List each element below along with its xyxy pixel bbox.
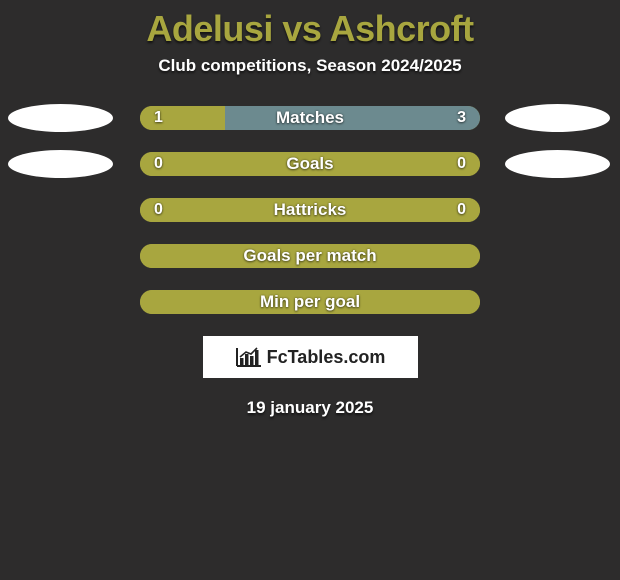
stat-value-right: 0 [457,198,466,222]
comparison-infographic: Adelusi vs Ashcroft Club competitions, S… [0,0,620,418]
stat-value-right: 0 [457,152,466,176]
page-title: Adelusi vs Ashcroft [0,8,620,50]
date-label: 19 january 2025 [0,398,620,418]
stat-value-left: 0 [154,152,163,176]
bar-chart-icon [235,346,263,368]
stat-value-left: 0 [154,198,163,222]
stat-bar: 0 Goals 0 [140,152,480,176]
stat-row: 1 Matches 3 [0,106,620,130]
player-marker-right [505,104,610,132]
stat-value-right: 3 [457,106,466,130]
stat-row: 0 Goals 0 [0,152,620,176]
stat-label: Goals [286,154,333,174]
stat-value-left: 1 [154,106,163,130]
stat-label: Min per goal [260,292,360,312]
bar-fill-left [140,106,225,130]
subtitle: Club competitions, Season 2024/2025 [0,56,620,76]
stat-label: Goals per match [243,246,376,266]
stat-label: Hattricks [274,200,347,220]
bar-fill-right [225,106,480,130]
stat-row: 0 Hattricks 0 [0,198,620,222]
player-marker-left [8,104,113,132]
source-logo: FcTables.com [203,336,418,378]
stat-rows: 1 Matches 3 0 Goals 0 0 Hattricks 0 Goals per mat… [0,106,620,314]
stat-bar: Goals per match [140,244,480,268]
stat-bar: Min per goal [140,290,480,314]
stat-bar: 1 Matches 3 [140,106,480,130]
player-marker-left [8,150,113,178]
stat-row: Goals per match [0,244,620,268]
stat-bar: 0 Hattricks 0 [140,198,480,222]
stat-label: Matches [276,108,344,128]
player-marker-right [505,150,610,178]
logo-text: FcTables.com [267,347,386,368]
stat-row: Min per goal [0,290,620,314]
